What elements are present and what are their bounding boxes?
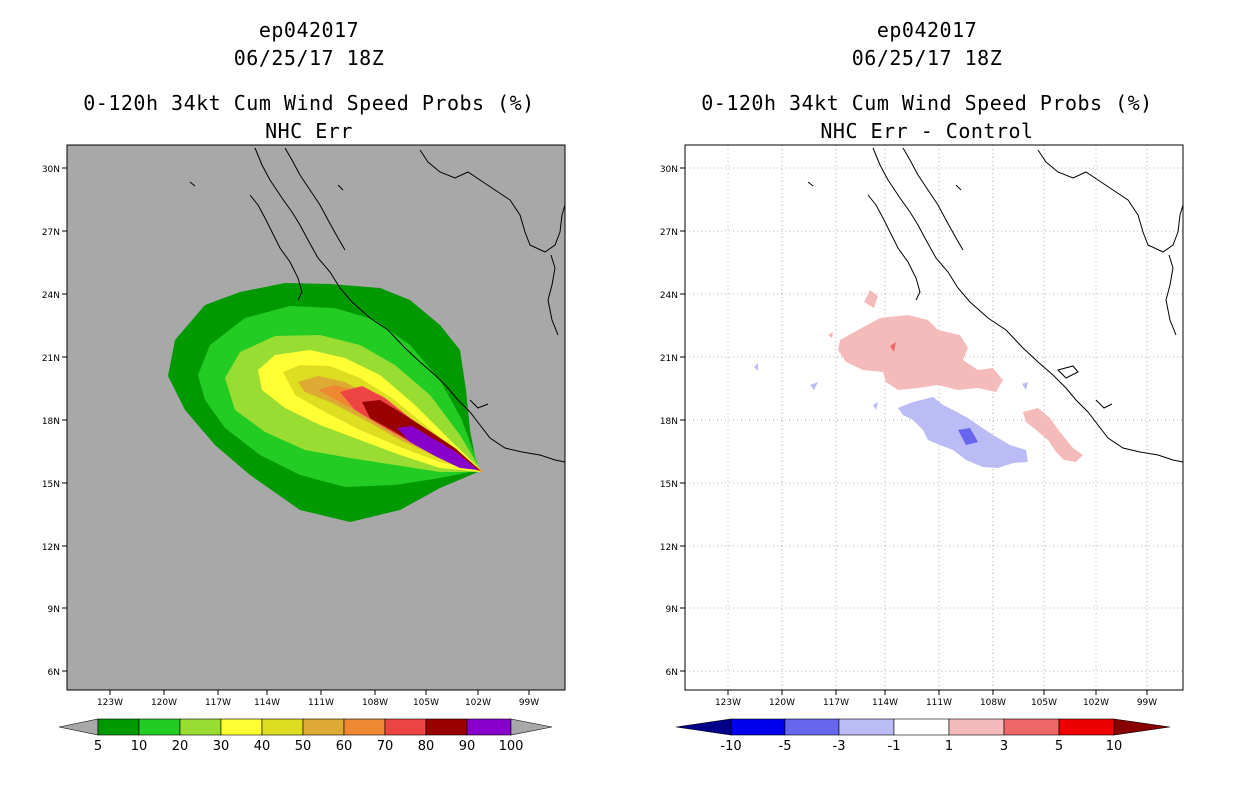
lat-label: 18N	[42, 417, 60, 427]
colorbar-label: 10	[131, 739, 148, 754]
colorbar-label: 5	[1055, 739, 1063, 754]
lon-label: 120W	[769, 698, 795, 708]
lon-label: 105W	[1031, 698, 1057, 708]
lat-label: 6N	[666, 668, 678, 678]
colorbar-label: 90	[459, 739, 476, 754]
lat-label: 18N	[660, 417, 678, 427]
colorbar	[58, 718, 553, 736]
lat-label: 30N	[42, 165, 60, 175]
lat-label: 30N	[660, 165, 678, 175]
lon-label: 114W	[254, 698, 280, 708]
plot-subtitle: NHC Err	[265, 119, 353, 143]
colorbar-label: -5	[779, 739, 792, 754]
difference-map: 30N 27N 24N 21N 18N 15N 12N 9N 6N 123W 1…	[660, 144, 1184, 754]
lat-label: 27N	[660, 228, 678, 238]
lat-label: 15N	[660, 480, 678, 490]
lat-label: 6N	[48, 668, 60, 678]
colorbar-label: -3	[833, 739, 846, 754]
lon-label: 123W	[715, 698, 741, 708]
storm-id: ep042017	[258, 18, 360, 42]
colorbar-label: 60	[336, 739, 353, 754]
lon-label: 114W	[872, 698, 898, 708]
lat-label: 9N	[48, 605, 60, 615]
colorbar-label: -10	[720, 739, 741, 754]
lon-label: 108W	[980, 698, 1006, 708]
lat-label: 24N	[660, 291, 678, 301]
datetime: 06/25/17 18Z	[233, 46, 385, 70]
lon-label: 120W	[151, 698, 177, 708]
lon-label: 123W	[97, 698, 123, 708]
colorbar-label: 50	[295, 739, 312, 754]
lon-label: 99W	[519, 698, 539, 708]
plot-frame	[684, 144, 1184, 691]
colorbar-label: 70	[377, 739, 394, 754]
lat-label: 12N	[660, 543, 678, 553]
datetime: 06/25/17 18Z	[851, 46, 1003, 70]
lon-label: 111W	[308, 698, 334, 708]
lat-label: 9N	[666, 605, 678, 615]
lon-label: 108W	[362, 698, 388, 708]
colorbar-label: 3	[1000, 739, 1008, 754]
lon-label: 117W	[823, 698, 849, 708]
colorbar-label: 10	[1106, 739, 1123, 754]
lat-label: 12N	[42, 543, 60, 553]
colorbar-label: 30	[213, 739, 230, 754]
lat-label: 15N	[42, 480, 60, 490]
lon-label: 99W	[1137, 698, 1157, 708]
lat-label: 21N	[42, 354, 60, 364]
colorbar-label: 1	[945, 739, 953, 754]
colorbar	[675, 718, 1171, 736]
plot-title: 0-120h 34kt Cum Wind Speed Probs (%)	[701, 91, 1153, 115]
left-panel: ep042017 06/25/17 18Z 0-120h 34kt Cum Wi…	[42, 18, 566, 754]
lon-label: 111W	[926, 698, 952, 708]
lon-label: 102W	[465, 698, 491, 708]
plot-title: 0-120h 34kt Cum Wind Speed Probs (%)	[83, 91, 535, 115]
colorbar-label: -1	[888, 739, 901, 754]
lat-label: 21N	[660, 354, 678, 364]
lon-label: 117W	[205, 698, 231, 708]
lat-label: 27N	[42, 228, 60, 238]
coastline	[189, 147, 566, 463]
coastline	[807, 147, 1184, 463]
lon-label: 105W	[413, 698, 439, 708]
lat-label: 24N	[42, 291, 60, 301]
lon-label: 102W	[1083, 698, 1109, 708]
plot-subtitle: NHC Err - Control	[820, 119, 1034, 143]
probability-map: 30N 27N 24N 21N 18N 15N 12N 9N 6N 123W 1…	[42, 144, 566, 754]
probability-contours	[168, 283, 483, 522]
colorbar-label: 100	[499, 739, 524, 754]
colorbar-label: 5	[94, 739, 102, 754]
colorbar-label: 80	[418, 739, 435, 754]
storm-id: ep042017	[876, 18, 978, 42]
right-panel: ep042017 06/25/17 18Z 0-120h 34kt Cum Wi…	[618, 0, 1236, 800]
colorbar-label: 40	[254, 739, 271, 754]
plot-frame	[66, 144, 566, 691]
colorbar-label: 20	[172, 739, 189, 754]
difference-contours	[754, 290, 1083, 468]
